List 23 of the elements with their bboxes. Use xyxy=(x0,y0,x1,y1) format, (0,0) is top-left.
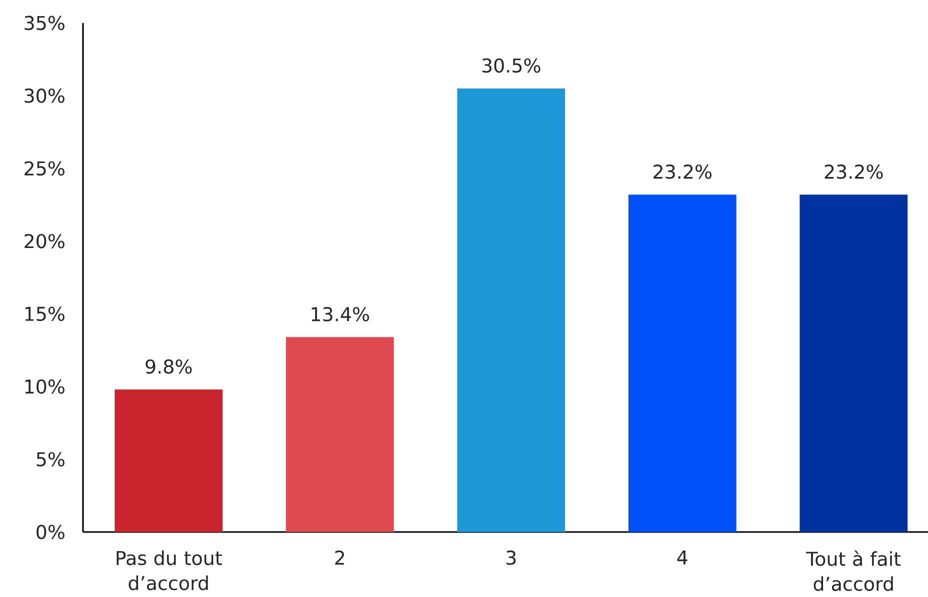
y-tick-label: 0% xyxy=(36,524,64,540)
y-tick-label: 10% xyxy=(25,379,64,394)
x-tick-label: Pas du tout d’accord xyxy=(116,550,222,590)
bar xyxy=(800,194,908,532)
bar xyxy=(286,337,394,532)
y-tick-label: 25% xyxy=(24,161,64,176)
x-tick-label: 2 xyxy=(335,550,344,565)
x-tick-label: 3 xyxy=(506,550,516,565)
y-tick-label: 5% xyxy=(36,452,64,466)
bar xyxy=(114,389,223,532)
data-label: 9.8% xyxy=(146,359,192,374)
y-tick-label: 35% xyxy=(24,16,64,30)
data-label: 23.2% xyxy=(654,164,712,179)
data-label: 23.2% xyxy=(824,164,883,179)
data-label: 30.5% xyxy=(482,58,540,73)
bar xyxy=(628,194,736,532)
x-tick-label: Tout à fait d’accord xyxy=(806,550,901,591)
y-tick-label: 15% xyxy=(25,306,64,322)
data-label: 13.4% xyxy=(312,307,369,322)
y-tick-label: 20% xyxy=(24,234,64,248)
x-tick-label: 4 xyxy=(677,550,688,564)
bar xyxy=(457,88,566,532)
y-tick-label: 30% xyxy=(24,88,64,103)
